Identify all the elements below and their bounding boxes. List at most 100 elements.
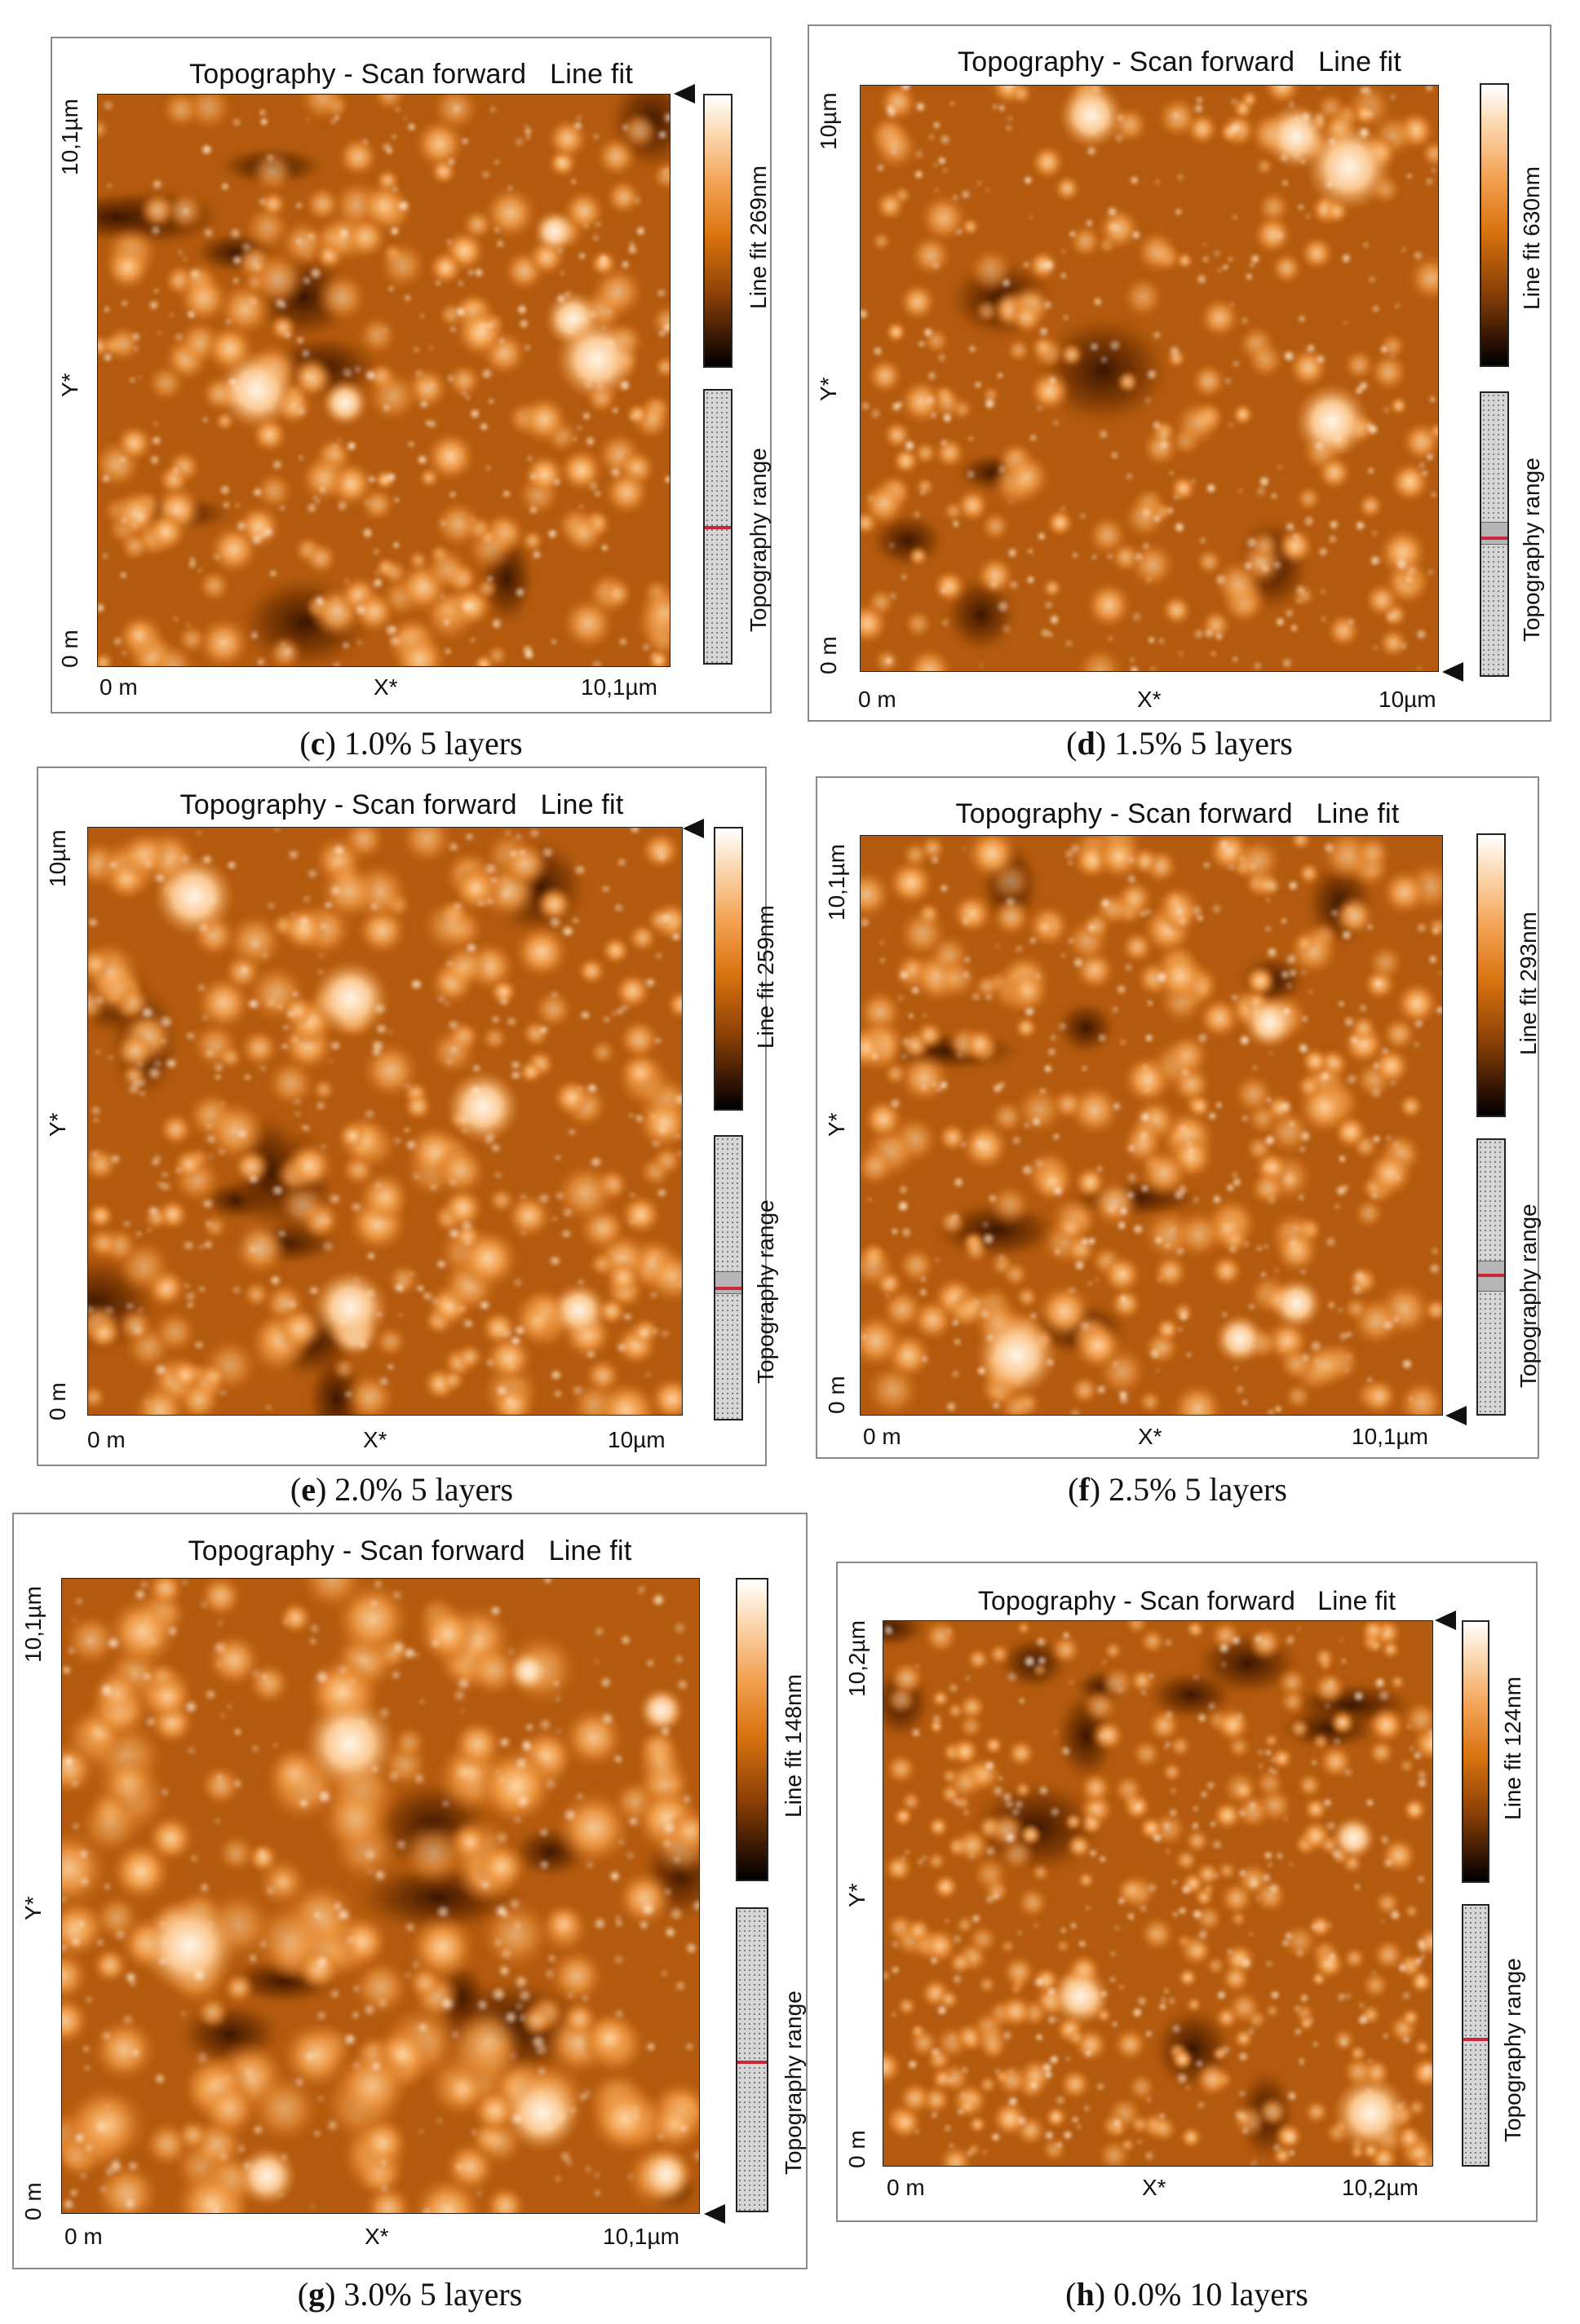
panel-d-scan-marker-icon — [1442, 662, 1463, 682]
panel-c-title: Topography - Scan forward Line fit — [189, 59, 633, 90]
panel-g-y-min-label: 0 m — [20, 2182, 46, 2220]
panel-g-afm-image — [61, 1578, 700, 2214]
panel-h-range-label: Topography range — [1500, 1958, 1525, 2142]
panel-h-topography-range-bar — [1462, 1904, 1489, 2167]
panel-c-y-axis-label: Y* — [57, 373, 82, 397]
panel-f-range-label: Topography range — [1516, 1204, 1541, 1388]
panel-c-range-label: Topography range — [746, 448, 771, 632]
panel-g-topography-range-bar — [736, 1907, 768, 2212]
panel-d-range-marker — [1481, 537, 1507, 540]
caption-c-text: 1.0% 5 layers — [335, 725, 523, 762]
panel-e-y-min-label: 0 m — [45, 1382, 70, 1420]
panel-h-colorbar-label: Line fit 124nm — [1500, 1677, 1525, 1820]
panel-g-colorbar-label: Line fit 148nm — [781, 1674, 806, 1818]
panel-h-afm-image — [883, 1620, 1433, 2167]
panel-c-y-min-label: 0 m — [57, 630, 82, 668]
panel-g-colorbar — [736, 1578, 768, 1881]
caption-c-letter: c — [310, 725, 325, 762]
panel-g-title: Topography - Scan forward Line fit — [188, 1535, 632, 1566]
panel-c-colorbar-label: Line fit 269nm — [746, 166, 771, 309]
caption-g: (g) 3.0% 5 layers — [297, 2276, 523, 2313]
panel-d-y-axis-label: Y* — [816, 377, 841, 401]
panel-c-topography-range-bar — [703, 389, 732, 665]
panel-c: Topography - Scan forward Line fit 10,1µ… — [51, 37, 772, 714]
panel-f-scan-marker-icon — [1445, 1406, 1467, 1425]
panel-h-x-max-label: 10,2µm — [1342, 2175, 1418, 2200]
panel-d-colorbar-label: Line fit 630nm — [1519, 166, 1544, 310]
panel-h-x-axis-label: X* — [1142, 2175, 1166, 2200]
caption-e-text: 2.0% 5 layers — [326, 1471, 514, 1508]
caption-c: (c) 1.0% 5 layers — [299, 725, 523, 762]
panel-h-y-max-label: 10,2µm — [844, 1620, 870, 1697]
panel-e-colorbar — [714, 827, 743, 1111]
panel-e-afm-image — [87, 827, 683, 1416]
panel-e: Topography - Scan forward Line fit 10µm … — [37, 767, 778, 1466]
caption-f-letter: f — [1078, 1471, 1090, 1508]
panel-g-range-label: Topography range — [781, 1990, 806, 2175]
panel-d-colorbar — [1480, 83, 1509, 367]
panel-e-colorbar-label: Line fit 259nm — [753, 905, 778, 1049]
panel-h-colorbar — [1462, 1620, 1489, 1883]
panel-g-scan-marker-icon — [704, 2204, 725, 2224]
panel-h-y-axis-label: Y* — [844, 1883, 870, 1907]
panel-h: Topography - Scan forward Line fit 10,2µ… — [836, 1562, 1538, 2222]
panel-f-afm-image — [860, 835, 1443, 1416]
panel-d-x-min-label: 0 m — [858, 687, 896, 712]
panel-d-y-max-label: 10µm — [816, 92, 841, 150]
panel-e-range-box — [715, 1271, 741, 1294]
panel-c-range-marker — [705, 526, 731, 529]
panel-c-x-min-label: 0 m — [100, 674, 138, 700]
panel-d: Topography - Scan forward Line fit 10µm … — [808, 24, 1551, 722]
panel-d-x-axis-label: X* — [1137, 687, 1162, 712]
panel-c-afm-image — [97, 94, 671, 667]
panel-d-range-label: Topography range — [1519, 457, 1544, 642]
caption-h-letter: h — [1076, 2276, 1095, 2313]
panel-c-scan-marker-icon — [674, 84, 695, 104]
panel-e-x-axis-label: X* — [363, 1427, 387, 1452]
caption-h: (h) 0.0% 10 layers — [1065, 2276, 1308, 2313]
panel-f-y-max-label: 10,1µm — [824, 844, 849, 921]
panel-d-y-min-label: 0 m — [816, 636, 841, 674]
panel-c-x-axis-label: X* — [374, 674, 398, 700]
panel-f: Topography - Scan forward Line fit 10,1µ… — [816, 776, 1541, 1459]
caption-e-letter: e — [301, 1471, 316, 1508]
panel-e-x-max-label: 10µm — [608, 1427, 666, 1452]
panel-e-y-axis-label: Y* — [45, 1112, 70, 1137]
panel-e-range-marker — [715, 1287, 741, 1290]
panel-e-topography-range-bar — [714, 1135, 743, 1420]
panel-f-title: Topography - Scan forward Line fit — [955, 798, 1400, 829]
panel-f-colorbar — [1476, 833, 1506, 1117]
panel-h-title: Topography - Scan forward Line fit — [977, 1586, 1396, 1615]
panel-g-x-max-label: 10,1µm — [603, 2224, 679, 2249]
panel-d-topography-range-bar — [1480, 391, 1509, 677]
panel-g-x-min-label: 0 m — [64, 2224, 103, 2249]
caption-g-letter: g — [308, 2276, 325, 2313]
panel-e-scan-marker-icon — [683, 819, 704, 838]
panel-e-range-label: Topography range — [753, 1200, 778, 1384]
panel-e-x-min-label: 0 m — [87, 1427, 126, 1452]
caption-g-text: 3.0% 5 layers — [335, 2276, 523, 2313]
panel-c-colorbar — [703, 94, 732, 368]
panel-d-title: Topography - Scan forward Line fit — [958, 46, 1401, 77]
panel-g-range-marker — [737, 2061, 767, 2064]
panel-h-x-min-label: 0 m — [887, 2175, 925, 2200]
caption-f-text: 2.5% 5 layers — [1100, 1471, 1287, 1508]
caption-e: (e) 2.0% 5 layers — [290, 1471, 514, 1508]
panel-e-title: Topography - Scan forward Line fit — [179, 789, 624, 820]
caption-h-text: 0.0% 10 layers — [1105, 2276, 1308, 2313]
caption-f: (f) 2.5% 5 layers — [1068, 1471, 1287, 1508]
panel-f-range-marker — [1478, 1274, 1504, 1277]
caption-d-text: 1.5% 5 layers — [1106, 725, 1293, 762]
panel-e-y-max-label: 10µm — [45, 829, 70, 887]
panel-f-x-min-label: 0 m — [863, 1424, 901, 1449]
panel-f-topography-range-bar — [1476, 1138, 1506, 1416]
caption-d-letter: d — [1077, 725, 1095, 762]
panel-f-colorbar-label: Line fit 293nm — [1516, 912, 1541, 1055]
panel-h-y-min-label: 0 m — [844, 2130, 870, 2168]
panel-g-y-axis-label: Y* — [20, 1896, 46, 1920]
panel-d-x-max-label: 10µm — [1379, 687, 1436, 712]
panel-h-range-marker — [1463, 2038, 1488, 2041]
panel-c-x-max-label: 10,1µm — [581, 674, 657, 700]
panel-f-y-axis-label: Y* — [824, 1112, 849, 1137]
panel-f-y-min-label: 0 m — [824, 1376, 849, 1414]
